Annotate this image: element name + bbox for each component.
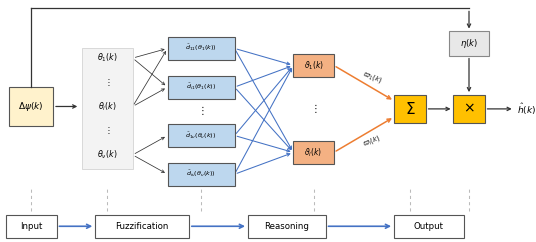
Text: $\times$: $\times$ <box>463 102 475 116</box>
Text: $\vartheta_1(k)$: $\vartheta_1(k)$ <box>303 59 324 72</box>
Text: $\theta_\nu(k)$: $\theta_\nu(k)$ <box>97 149 117 161</box>
Text: $\vartheta_l(k)$: $\vartheta_l(k)$ <box>304 146 323 159</box>
FancyBboxPatch shape <box>248 215 326 238</box>
FancyBboxPatch shape <box>167 163 235 186</box>
Text: $\bar{d}_{1\nu}(\theta_\nu(k))$: $\bar{d}_{1\nu}(\theta_\nu(k))$ <box>185 130 217 141</box>
Text: $\varpi_l(k)$: $\varpi_l(k)$ <box>361 132 383 149</box>
Text: $\Delta\psi(k)$: $\Delta\psi(k)$ <box>18 100 44 113</box>
FancyBboxPatch shape <box>6 215 57 238</box>
Text: $\bar{d}_{i1}(\theta_1(k))$: $\bar{d}_{i1}(\theta_1(k))$ <box>186 82 216 92</box>
FancyBboxPatch shape <box>167 76 235 98</box>
FancyBboxPatch shape <box>82 48 133 169</box>
Text: $\theta_i(k)$: $\theta_i(k)$ <box>98 100 117 113</box>
Text: $\varpi_1(k)$: $\varpi_1(k)$ <box>361 69 384 86</box>
FancyBboxPatch shape <box>9 87 53 126</box>
Text: Output: Output <box>414 222 444 231</box>
Text: Fuzzification: Fuzzification <box>115 222 169 231</box>
Text: $\bar{d}_{i\nu}(\theta_\nu(k))$: $\bar{d}_{i\nu}(\theta_\nu(k))$ <box>186 169 216 179</box>
FancyBboxPatch shape <box>453 95 485 123</box>
Text: $\eta(k)$: $\eta(k)$ <box>460 37 478 50</box>
FancyBboxPatch shape <box>394 215 464 238</box>
FancyBboxPatch shape <box>167 37 235 60</box>
FancyBboxPatch shape <box>95 215 189 238</box>
Text: $\Sigma$: $\Sigma$ <box>405 101 415 117</box>
FancyBboxPatch shape <box>394 95 426 123</box>
Text: $\bar{d}_{11}(\theta_1(k))$: $\bar{d}_{11}(\theta_1(k))$ <box>185 43 217 53</box>
Text: $\vdots$: $\vdots$ <box>197 104 205 117</box>
Text: $\hat{h}(k)$: $\hat{h}(k)$ <box>517 101 536 117</box>
Text: Input: Input <box>20 222 42 231</box>
FancyBboxPatch shape <box>167 124 235 147</box>
Text: Reasoning: Reasoning <box>264 222 309 231</box>
FancyBboxPatch shape <box>449 31 489 56</box>
Text: $\theta_1(k)$: $\theta_1(k)$ <box>97 52 117 64</box>
FancyBboxPatch shape <box>294 54 333 77</box>
Text: $\vdots$: $\vdots$ <box>310 102 317 115</box>
Text: $\vdots$: $\vdots$ <box>104 77 110 88</box>
FancyBboxPatch shape <box>294 141 333 164</box>
Text: $\vdots$: $\vdots$ <box>104 125 110 136</box>
